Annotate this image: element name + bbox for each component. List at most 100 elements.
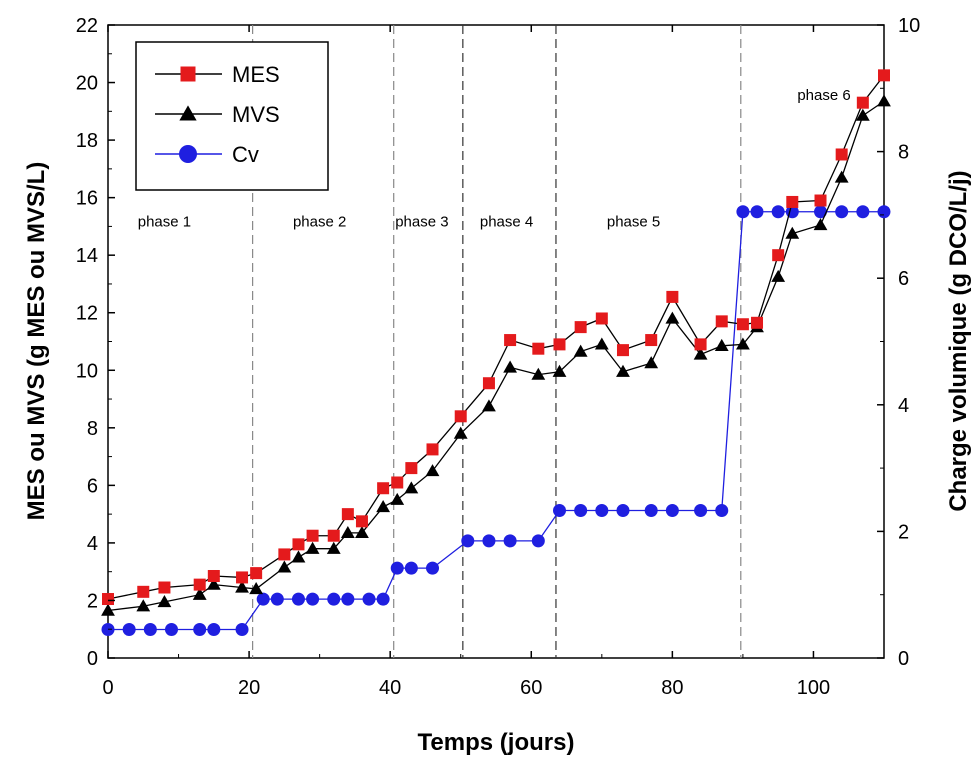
data-point-cv bbox=[736, 205, 750, 219]
y-left-tick-label: 4 bbox=[87, 533, 98, 555]
data-point-mes bbox=[250, 567, 263, 580]
x-tick-label: 0 bbox=[102, 677, 113, 699]
data-point-mvs bbox=[390, 492, 405, 505]
data-point-mes bbox=[482, 377, 495, 390]
legend-marker-cv bbox=[179, 145, 197, 163]
data-point-cv bbox=[390, 561, 404, 575]
data-point-mvs bbox=[340, 525, 355, 539]
legend-label-mvs: MVS bbox=[232, 102, 280, 127]
y-left-tick-label: 6 bbox=[87, 475, 98, 497]
data-point-mes bbox=[595, 312, 608, 325]
phase-label: phase 6 bbox=[797, 87, 850, 104]
data-point-mvs bbox=[877, 94, 891, 107]
data-point-cv bbox=[362, 592, 376, 606]
y-right-tick-label: 10 bbox=[898, 15, 920, 37]
series-layer bbox=[101, 69, 891, 637]
data-point-mvs bbox=[552, 364, 567, 377]
data-point-cv bbox=[814, 205, 828, 219]
series-line-cv bbox=[108, 211, 884, 631]
data-point-mvs bbox=[277, 560, 292, 573]
y-right-tick-label: 0 bbox=[898, 648, 909, 670]
data-point-mvs bbox=[249, 582, 264, 595]
y-left-tick-label: 20 bbox=[76, 73, 98, 95]
data-point-mvs bbox=[855, 108, 870, 121]
data-point-mvs bbox=[714, 338, 729, 351]
y-left-tick-label: 10 bbox=[76, 360, 98, 382]
data-point-mes bbox=[666, 290, 679, 303]
data-point-cv bbox=[694, 504, 708, 518]
left-y-axis-title: MES ou MVS (g MES ou MVS/L) bbox=[23, 162, 50, 521]
y-left-tick-label: 8 bbox=[87, 418, 98, 440]
data-point-mvs bbox=[573, 344, 588, 357]
data-point-mes bbox=[786, 195, 799, 208]
data-point-mes bbox=[454, 410, 467, 423]
x-axis-title: Temps (jours) bbox=[418, 729, 575, 756]
legend-marker-mvs bbox=[179, 105, 197, 121]
legend-box bbox=[135, 41, 329, 191]
data-point-mvs bbox=[136, 599, 151, 612]
data-point-cv bbox=[164, 623, 178, 637]
data-point-mes bbox=[878, 69, 890, 82]
data-point-cv bbox=[461, 534, 475, 548]
x-tick-label: 80 bbox=[661, 677, 683, 699]
data-point-cv bbox=[503, 534, 517, 548]
data-point-cv bbox=[207, 623, 221, 637]
data-point-cv bbox=[552, 504, 566, 518]
x-tick-label: 100 bbox=[797, 677, 830, 699]
x-tick-label: 60 bbox=[520, 677, 542, 699]
data-point-mes bbox=[193, 578, 206, 591]
data-point-cv bbox=[644, 504, 658, 518]
legend-label-cv: Cv bbox=[232, 142, 259, 167]
y-right-tick-label: 8 bbox=[898, 142, 909, 164]
data-point-mvs bbox=[482, 399, 496, 412]
data-point-cv bbox=[574, 504, 588, 518]
data-point-mvs bbox=[616, 364, 630, 377]
data-point-mvs bbox=[736, 337, 750, 350]
data-point-mes bbox=[532, 342, 545, 355]
data-point-mes bbox=[835, 148, 848, 161]
data-point-mes bbox=[207, 569, 220, 582]
data-point-mvs bbox=[305, 541, 320, 554]
series-cv bbox=[101, 205, 891, 637]
data-point-mes bbox=[327, 529, 340, 542]
data-point-mvs bbox=[206, 577, 221, 590]
series-mes bbox=[102, 69, 890, 606]
data-point-cv bbox=[835, 205, 849, 219]
data-point-mvs bbox=[594, 337, 609, 350]
data-point-mvs bbox=[326, 541, 341, 554]
data-point-mes bbox=[341, 508, 354, 521]
data-point-cv bbox=[143, 623, 157, 637]
data-point-mes bbox=[236, 571, 249, 584]
data-point-cv bbox=[482, 534, 496, 548]
y-right-tick-label: 6 bbox=[898, 268, 909, 290]
data-point-mvs bbox=[693, 347, 708, 360]
data-point-cv bbox=[341, 592, 355, 606]
data-point-mvs bbox=[376, 500, 391, 513]
data-point-cv bbox=[193, 623, 207, 637]
data-point-mes bbox=[616, 344, 629, 357]
data-point-mes bbox=[751, 316, 764, 329]
legend-label-mes: MES bbox=[232, 62, 280, 87]
data-point-mes bbox=[553, 338, 566, 351]
data-point-mvs bbox=[644, 356, 659, 369]
data-point-cv bbox=[270, 592, 284, 606]
data-point-cv bbox=[665, 504, 679, 518]
data-point-mvs bbox=[531, 367, 546, 380]
data-point-mes bbox=[306, 529, 319, 542]
data-point-mes bbox=[694, 338, 707, 351]
data-point-mvs bbox=[834, 170, 849, 183]
data-point-cv bbox=[426, 561, 440, 575]
data-point-mvs bbox=[453, 426, 468, 439]
data-point-cv bbox=[715, 504, 729, 518]
data-point-mes bbox=[856, 96, 869, 109]
y-left-tick-label: 12 bbox=[76, 303, 98, 325]
data-point-mes bbox=[377, 482, 390, 495]
legend: MES MVS Cv bbox=[135, 41, 329, 191]
legend-marker-mes bbox=[180, 66, 196, 82]
data-point-mes bbox=[137, 585, 150, 598]
y-left-tick-label: 0 bbox=[87, 648, 98, 670]
data-point-mvs bbox=[192, 587, 207, 600]
y-left-tick-label: 22 bbox=[76, 15, 98, 37]
data-point-mvs bbox=[771, 269, 786, 282]
phase-labels: phase 1 phase 2 phase 3 phase 4 phase 5 phase… bbox=[138, 87, 851, 231]
